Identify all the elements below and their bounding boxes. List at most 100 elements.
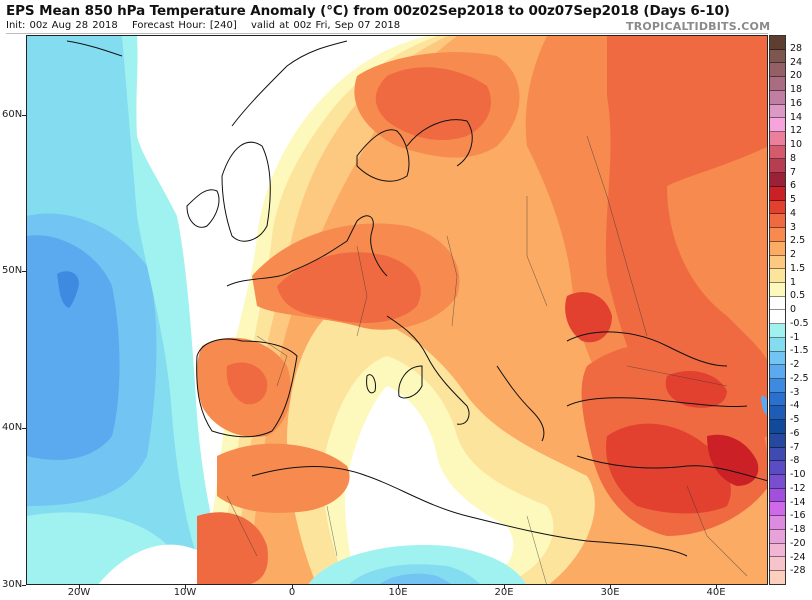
- forecast-hour: Forecast Hour: [240]: [131, 20, 237, 31]
- latitude-label: 40N: [2, 422, 23, 433]
- colorbar-swatch: [770, 461, 785, 475]
- longitude-tick: [79, 585, 80, 589]
- colorbar-swatch: [770, 406, 785, 421]
- colorbar-label: -6: [790, 427, 800, 439]
- colorbar-swatch: [770, 104, 785, 119]
- chart-title: EPS Mean 850 hPa Temperature Anomaly (°C…: [6, 3, 730, 19]
- colorbar-label: 28: [790, 42, 803, 54]
- colorbar-label: 1: [790, 276, 797, 288]
- colorbar-label: 6: [790, 180, 797, 192]
- colorbar-label: -7: [790, 441, 800, 453]
- latitude-tick: [22, 115, 26, 116]
- colorbar-swatch: [770, 159, 785, 174]
- colorbar-label: -20: [790, 537, 806, 549]
- latitude-tick: [22, 428, 26, 429]
- colorbar-swatch: [770, 529, 785, 544]
- colorbar-label: -10: [790, 469, 806, 480]
- anomaly-map: [26, 35, 768, 585]
- colorbar-swatch: [770, 214, 785, 229]
- colorbar: [769, 35, 786, 585]
- colorbar-label: -14: [790, 496, 806, 508]
- colorbar-label: 12: [790, 125, 803, 137]
- colorbar-label: -16: [790, 510, 806, 522]
- colorbar-label: 7: [790, 166, 797, 178]
- colorbar-swatch: [770, 36, 785, 50]
- colorbar-label: 1.5: [790, 262, 806, 274]
- colorbar-swatch: [770, 502, 785, 517]
- colorbar-label: -28: [790, 565, 806, 577]
- colorbar-label: 4: [790, 207, 797, 219]
- colorbar-label: 14: [790, 111, 803, 123]
- longitude-label: 0: [288, 587, 296, 598]
- colorbar-label: 2: [790, 249, 797, 260]
- colorbar-label: -2: [790, 359, 800, 370]
- colorbar-swatch: [770, 392, 785, 407]
- colorbar-label: -0.5: [790, 317, 809, 329]
- colorbar-swatch: [770, 145, 785, 160]
- colorbar-label: -1: [790, 331, 800, 343]
- longitude-tick: [716, 585, 717, 589]
- colorbar-swatch: [770, 378, 785, 393]
- colorbar-swatch: [770, 420, 785, 434]
- valid-time: valid at 00z Fri, Sep 07 2018: [250, 20, 401, 31]
- colorbar-swatch: [770, 186, 785, 201]
- header-divider: [6, 33, 768, 34]
- colorbar-swatch: [770, 282, 785, 297]
- colorbar-swatch: [770, 351, 785, 366]
- colorbar-swatch: [770, 296, 785, 311]
- longitude-tick: [185, 585, 186, 589]
- colorbar-swatch: [770, 63, 785, 78]
- colorbar-label: 3: [790, 221, 797, 233]
- longitude-tick: [504, 585, 505, 589]
- colorbar-swatch: [770, 557, 785, 572]
- longitude-label: 40E: [706, 587, 726, 598]
- colorbar-swatch: [770, 516, 785, 530]
- colorbar-label: -3: [790, 386, 800, 398]
- chart-subtitle: Init: 00z Aug 28 2018 Forecast Hour: [24…: [6, 20, 410, 31]
- colorbar-label: -18: [790, 524, 806, 535]
- colorbar-swatch: [770, 173, 785, 187]
- colorbar-swatch: [770, 118, 785, 133]
- colorbar-label: 5: [790, 194, 797, 205]
- latitude-tick: [22, 271, 26, 272]
- colorbar-swatch: [770, 488, 785, 503]
- latitude-label: 50N: [2, 265, 23, 276]
- longitude-label: 10W: [173, 587, 197, 598]
- colorbar-label: 0.5: [790, 290, 806, 302]
- colorbar-swatch: [770, 571, 785, 584]
- colorbar-swatch: [770, 49, 785, 64]
- colorbar-swatch: [770, 447, 785, 462]
- colorbar-swatch: [770, 475, 785, 489]
- colorbar-swatch: [770, 269, 785, 283]
- colorbar-label: -12: [790, 482, 806, 494]
- colorbar-labels: 28 24 20 18 16 14 12 10 8 7 6 5 4 3 2.5 2 1.5 1 0.5 0 -0.5 -1…: [790, 35, 812, 585]
- colorbar-swatch: [770, 310, 785, 325]
- colorbar-swatch: [770, 255, 785, 270]
- colorbar-swatch: [770, 543, 785, 558]
- latitude-label: 60N: [2, 109, 23, 120]
- colorbar-label: 16: [790, 97, 803, 109]
- colorbar-swatch: [770, 365, 785, 379]
- latitude-tick: [22, 585, 26, 586]
- colorbar-swatch: [770, 324, 785, 338]
- anomaly-field: [27, 36, 767, 584]
- colorbar-label: 20: [790, 70, 803, 82]
- colorbar-swatch: [770, 337, 785, 352]
- colorbar-swatch: [770, 132, 785, 146]
- colorbar-swatch: [770, 90, 785, 105]
- longitude-label: 20E: [494, 587, 514, 598]
- colorbar-label: 8: [790, 152, 797, 164]
- colorbar-label: 10: [790, 139, 803, 150]
- colorbar-swatch: [770, 200, 785, 215]
- colorbar-label: -8: [790, 455, 800, 467]
- colorbar-label: 24: [790, 56, 803, 68]
- longitude-tick: [292, 585, 293, 589]
- colorbar-label: -5: [790, 414, 800, 425]
- colorbar-label: -24: [790, 551, 806, 563]
- colorbar-label: -1.5: [790, 345, 809, 357]
- init-time: Init: 00z Aug 28 2018: [6, 20, 118, 31]
- latitude-label: 30N: [2, 579, 23, 590]
- colorbar-label: 0: [790, 304, 797, 315]
- colorbar-label: 2.5: [790, 235, 806, 247]
- watermark: TROPICALTIDBITS.COM: [626, 20, 771, 33]
